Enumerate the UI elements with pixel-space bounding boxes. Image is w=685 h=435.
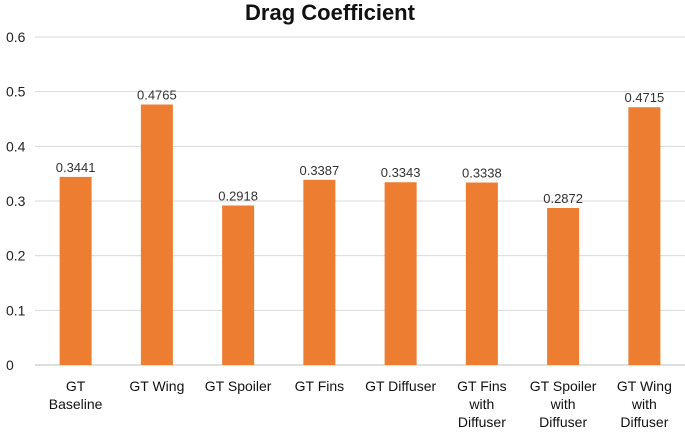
x-axis-categories: GT Baseline GT Wing GT Spoiler GT Fins GT Dif…: [49, 378, 672, 430]
data-label: 0.2918: [218, 188, 258, 203]
bar: [59, 176, 92, 365]
data-label: 0.4715: [624, 90, 664, 105]
data-label: 0.3338: [462, 166, 502, 181]
data-label: 0.2872: [543, 191, 583, 206]
bars: [59, 104, 661, 365]
bar: [140, 104, 173, 365]
bar: [465, 182, 498, 365]
bar: [628, 107, 661, 365]
bar: [303, 179, 336, 365]
x-category-label: GT Wing: [129, 378, 184, 394]
data-label: 0.3387: [299, 163, 339, 178]
x-category-label: GT Diffuser: [365, 378, 436, 394]
x-category-label: GT Fins: [295, 378, 345, 394]
y-tick-label: 0.2: [6, 248, 26, 264]
data-labels: 0.3441 0.4765 0.2918 0.3387 0.3343 0.3338 0.28…: [56, 88, 665, 206]
data-label: 0.3441: [56, 160, 96, 175]
data-label: 0.4765: [137, 88, 177, 103]
bar: [222, 205, 255, 365]
data-label: 0.3343: [381, 165, 421, 180]
bar: [547, 207, 580, 365]
y-axis-ticks: 0 0.1 0.2 0.3 0.4 0.5 0.6: [6, 29, 26, 373]
x-category-label: GT Wing with Diffuser: [617, 378, 672, 430]
y-tick-label: 0.6: [6, 29, 26, 45]
x-category-label: GT Spoiler with Diffuser: [530, 378, 597, 430]
bar: [384, 182, 417, 365]
y-tick-label: 0.3: [6, 193, 26, 209]
x-category-label: GT Fins with Diffuser: [457, 378, 507, 430]
y-tick-label: 0.1: [6, 302, 26, 318]
gridlines: [35, 36, 685, 366]
y-tick-label: 0: [6, 357, 14, 373]
chart-title: Drag Coefficient: [245, 0, 416, 25]
x-category-label: GT Baseline: [49, 378, 103, 412]
y-tick-label: 0.4: [6, 138, 26, 154]
x-category-label: GT Spoiler: [205, 378, 272, 394]
y-tick-label: 0.5: [6, 84, 26, 100]
